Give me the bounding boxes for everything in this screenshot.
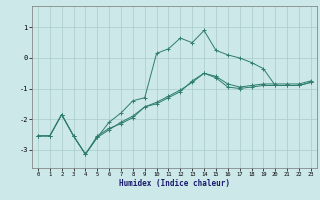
X-axis label: Humidex (Indice chaleur): Humidex (Indice chaleur) — [119, 179, 230, 188]
